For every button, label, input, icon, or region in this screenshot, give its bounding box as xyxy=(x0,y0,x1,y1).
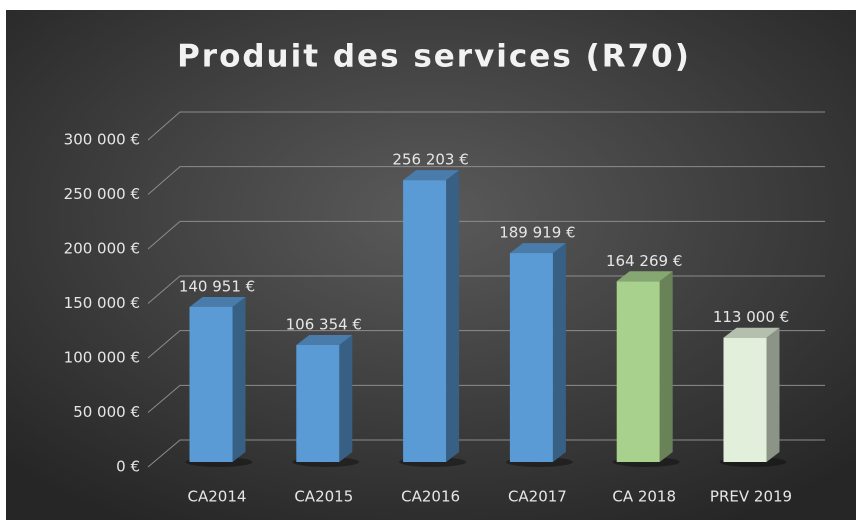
bar-top xyxy=(296,335,353,346)
chart-title: Produit des services (R70) xyxy=(177,39,691,75)
bar-side xyxy=(232,296,246,462)
x-tick-label: CA2017 xyxy=(508,488,567,506)
y-tick-label: 150 000 € xyxy=(64,294,140,312)
grid-line xyxy=(147,439,825,468)
y-tick-label: 300 000 € xyxy=(64,131,140,149)
data-label: 140 951 € xyxy=(179,277,255,295)
y-tick-label: 0 € xyxy=(116,458,140,476)
bar xyxy=(723,337,767,462)
bar xyxy=(189,306,233,462)
data-label: 164 269 € xyxy=(606,252,682,270)
data-label: 189 919 € xyxy=(499,224,575,242)
bar xyxy=(296,345,340,462)
bar-top xyxy=(723,327,780,338)
grid-line xyxy=(147,166,825,195)
x-tick-label: CA2015 xyxy=(294,488,353,506)
x-tick-label: CA2016 xyxy=(401,488,460,506)
y-tick-label: 50 000 € xyxy=(73,403,140,421)
bar-top xyxy=(509,243,566,254)
x-tick-label: PREV 2019 xyxy=(710,488,792,506)
grid-line xyxy=(147,275,825,304)
grid-line xyxy=(147,111,825,141)
bar-side xyxy=(446,170,460,462)
y-tick-label: 200 000 € xyxy=(64,240,140,258)
y-tick-label: 100 000 € xyxy=(64,349,140,367)
bar-top xyxy=(403,170,460,181)
bar-top xyxy=(189,296,246,307)
grid-line xyxy=(147,220,825,250)
y-tick-label: 250 000 € xyxy=(64,185,140,203)
data-label: 256 203 € xyxy=(392,151,468,169)
grid-line xyxy=(147,330,825,359)
data-label: 113 000 € xyxy=(713,308,789,326)
bar xyxy=(616,281,660,462)
bar-side xyxy=(659,271,673,462)
x-tick-label: CA 2018 xyxy=(612,488,676,506)
bar xyxy=(403,180,447,462)
bar-top xyxy=(616,271,673,282)
bar-side xyxy=(552,243,566,462)
bar xyxy=(509,253,553,462)
x-tick-label: CA2014 xyxy=(188,488,247,506)
data-label: 106 354 € xyxy=(286,316,362,334)
grid-line xyxy=(147,384,825,413)
bar-side xyxy=(339,335,353,462)
bar-side xyxy=(766,327,780,462)
